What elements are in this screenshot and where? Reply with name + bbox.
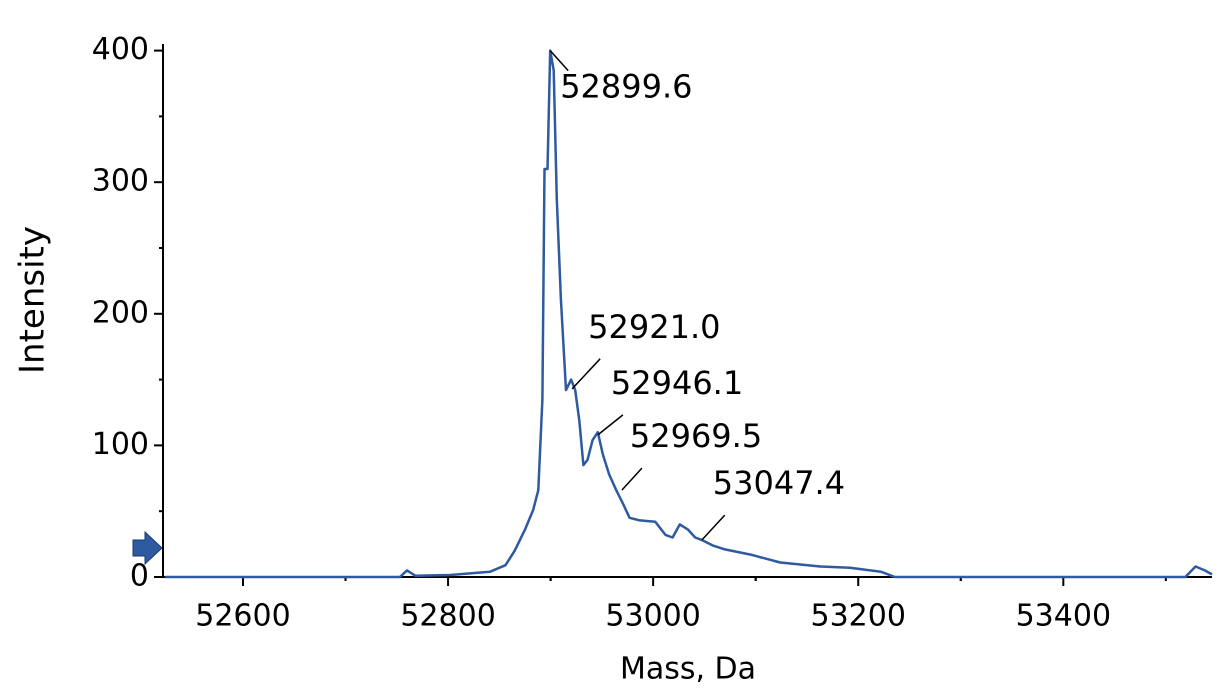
peak-label: 53047.4 [713, 464, 845, 502]
peak-label: 52969.5 [630, 417, 762, 455]
peak-leader [621, 467, 643, 491]
peak-leader [597, 414, 624, 436]
peak-label: 52946.1 [611, 364, 743, 402]
spectrum-line [165, 49, 1213, 579]
peak-leader [549, 50, 569, 72]
x-tick-label: 52800 [400, 599, 495, 634]
x-tick-label: 53200 [811, 599, 906, 634]
peak-leader [701, 514, 726, 541]
y-tick-label: 400 [92, 32, 149, 67]
y-tick-label: 0 [130, 559, 149, 594]
threshold-marker [132, 530, 163, 566]
y-tick-label: 300 [92, 164, 149, 199]
y-tick-label: 100 [92, 427, 149, 462]
y-tick-label: 200 [92, 295, 149, 330]
peak-label: 52921.0 [588, 308, 720, 346]
y-axis-label: Intensity [13, 226, 53, 374]
x-tick-label: 53400 [1016, 599, 1111, 634]
x-tick-label: 52600 [195, 599, 290, 634]
peak-label: 52899.6 [560, 68, 692, 106]
peak-leader [571, 358, 601, 390]
x-tick-label: 53000 [605, 599, 700, 634]
x-axis-label: Mass, Da [620, 652, 756, 687]
